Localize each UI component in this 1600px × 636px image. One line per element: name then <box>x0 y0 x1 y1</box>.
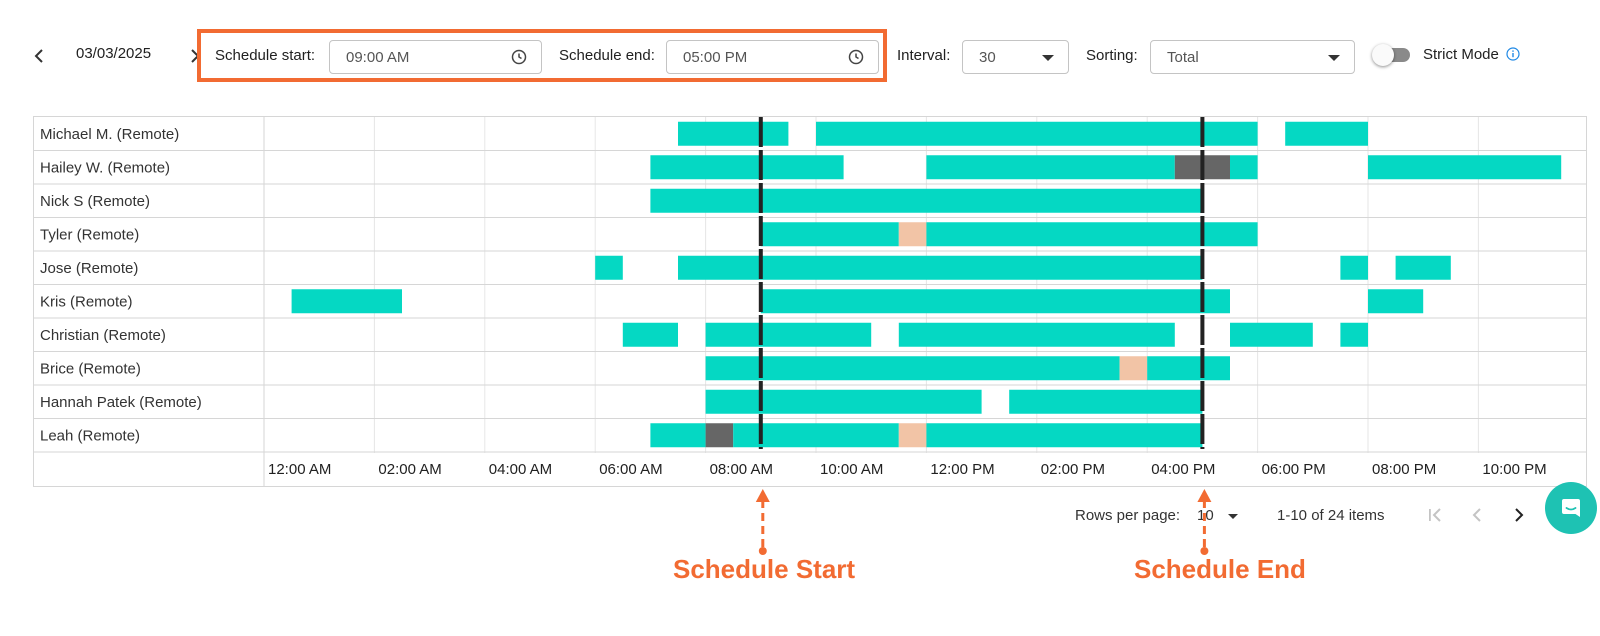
chat-button[interactable] <box>1545 482 1597 534</box>
chevron-right-icon <box>1515 508 1524 522</box>
sorting-select[interactable]: Total <box>1150 40 1355 74</box>
axis-tick-label: 06:00 AM <box>599 461 662 478</box>
employee-name: Hailey W. (Remote) <box>40 159 170 176</box>
axis-tick-label: 04:00 AM <box>489 461 552 478</box>
activity-segment-work <box>705 322 872 347</box>
schedule-end-input[interactable]: 05:00 PM <box>666 40 879 74</box>
schedule-end-annotation: Schedule End <box>1134 554 1306 584</box>
activity-segment-work <box>898 322 1175 347</box>
caret-down-icon <box>1042 55 1054 61</box>
timeline-grid: Michael M. (Remote) Hailey W. (Remote) Nic… <box>33 116 1587 487</box>
activity-segment-work <box>1147 356 1230 381</box>
activity-segment-work <box>926 222 1258 247</box>
employee-name: Hannah Patek (Remote) <box>40 394 202 411</box>
clock-icon[interactable] <box>511 49 527 65</box>
caret-down-icon <box>1328 55 1340 61</box>
activity-segment-work <box>678 121 789 146</box>
activity-segment-work <box>622 322 678 347</box>
activity-segment-break <box>1119 356 1148 381</box>
chevron-left-icon <box>34 49 43 63</box>
timeline-svg: Michael M. (Remote) Hailey W. (Remote) Nic… <box>34 117 1586 486</box>
activity-segment-break <box>898 423 927 448</box>
activity-segment-work <box>650 423 706 448</box>
current-date: 03/03/2025 <box>76 45 152 62</box>
activity-segment-idle <box>705 423 734 448</box>
schedule-start-label: Schedule start: <box>215 47 316 64</box>
strict-mode-toggle[interactable] <box>1372 44 1412 66</box>
activity-segment-work <box>1009 389 1203 414</box>
interval-value: 30 <box>979 49 996 66</box>
activity-segment-work <box>595 255 623 280</box>
sorting-value: Total <box>1167 49 1199 66</box>
toolbar: 03/03/2025 Schedule start: 09:00 AM Sche… <box>0 0 1600 100</box>
axis-tick-label: 08:00 PM <box>1372 461 1436 478</box>
next-page-button[interactable] <box>1504 500 1534 530</box>
first-page-icon <box>1429 508 1441 522</box>
rows-per-page-label: Rows per page: <box>1075 507 1181 524</box>
rows-per-page-select[interactable]: 10 <box>1197 507 1214 524</box>
activity-segment-work <box>678 255 1203 280</box>
axis-tick-label: 10:00 PM <box>1482 461 1546 478</box>
schedule-start-arrow-head <box>755 489 770 502</box>
schedule-highlight-box <box>197 29 887 82</box>
axis-tick-label: 04:00 PM <box>1151 461 1215 478</box>
activity-segment-work <box>1230 155 1258 180</box>
employee-name: Christian (Remote) <box>40 327 166 344</box>
toggle-knob <box>1372 44 1394 66</box>
activity-segment-work <box>1340 322 1368 347</box>
schedule-end-arrow-head <box>1197 489 1212 502</box>
activity-segment-work <box>1368 289 1424 314</box>
schedule-start-value: 09:00 AM <box>346 49 410 66</box>
employee-name: Leah (Remote) <box>40 427 140 444</box>
strict-mode-label: Strict Mode <box>1423 46 1499 63</box>
axis-tick-label: 10:00 AM <box>820 461 883 478</box>
activity-segment-work <box>1368 155 1562 180</box>
activity-segment-work <box>705 389 982 414</box>
prev-page-button[interactable] <box>1462 500 1492 530</box>
schedule-start-annotation: Schedule Start <box>673 554 856 584</box>
axis-tick-label: 02:00 AM <box>378 461 441 478</box>
activity-segment-work <box>1395 255 1451 280</box>
activity-segment-work <box>926 155 1175 180</box>
activity-segment-work <box>1285 121 1368 146</box>
schedule-end-value: 05:00 PM <box>683 49 748 66</box>
employee-name: Kris (Remote) <box>40 293 133 310</box>
activity-segment-work <box>816 121 1258 146</box>
employee-name: Tyler (Remote) <box>40 226 139 243</box>
activity-segment-work <box>760 222 899 247</box>
activity-segment-work <box>650 188 1203 213</box>
first-page-button[interactable] <box>1420 500 1450 530</box>
chat-icon <box>1562 499 1580 517</box>
prev-date-button[interactable] <box>27 38 51 74</box>
employee-name: Michael M. (Remote) <box>40 126 179 143</box>
employee-name: Nick S (Remote) <box>40 193 150 210</box>
employee-name: Brice (Remote) <box>40 360 141 377</box>
schedule-start-input[interactable]: 09:00 AM <box>329 40 542 74</box>
schedule-end-label: Schedule end: <box>559 47 655 64</box>
activity-segment-work <box>291 289 402 314</box>
employee-name: Jose (Remote) <box>40 260 138 277</box>
sorting-label: Sorting: <box>1086 47 1138 64</box>
activity-segment-work <box>705 356 1120 381</box>
activity-segment-break <box>898 222 927 247</box>
activity-segment-work <box>650 155 844 180</box>
activity-segment-work <box>1340 255 1368 280</box>
activity-segment-work <box>733 423 899 448</box>
activity-segment-work <box>926 423 1203 448</box>
activity-segment-work <box>1230 322 1313 347</box>
caret-down-icon[interactable] <box>1228 514 1238 519</box>
interval-select[interactable]: 30 <box>962 40 1069 74</box>
axis-tick-label: 12:00 AM <box>268 461 331 478</box>
axis-tick-label: 08:00 AM <box>710 461 773 478</box>
interval-label: Interval: <box>897 47 951 64</box>
axis-tick-label: 06:00 PM <box>1262 461 1326 478</box>
clock-icon[interactable] <box>848 49 864 65</box>
axis-tick-label: 12:00 PM <box>930 461 994 478</box>
info-icon[interactable] <box>1506 47 1520 61</box>
pagination-range: 1-10 of 24 items <box>1277 507 1385 524</box>
activity-segment-work <box>760 289 1230 314</box>
axis-tick-label: 02:00 PM <box>1041 461 1105 478</box>
chevron-left-icon <box>1472 508 1481 522</box>
